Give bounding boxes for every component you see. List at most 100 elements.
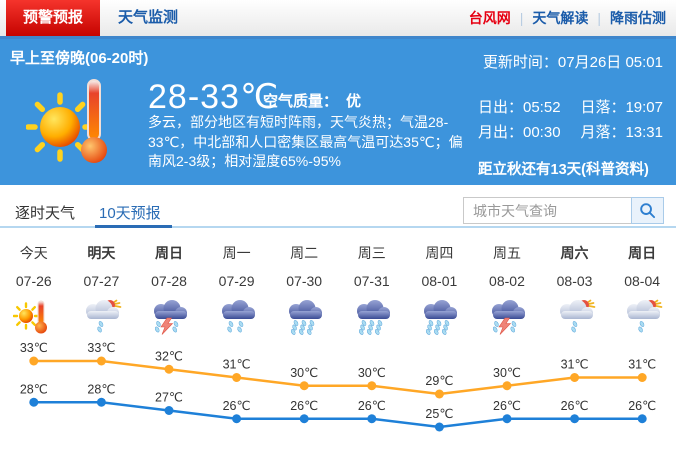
tab-weather-monitor[interactable]: 天气监测 [118,9,179,26]
day-weather-icon-cell [608,298,676,338]
temp-label: 29℃ [425,374,453,388]
temp-point [637,414,647,424]
nav-links: 台风网 | 天气解读 | 降雨估测 [469,0,666,36]
day-date: 07-30 [286,273,323,289]
day-names-row: 今天 明天 周日 周一 周二 周三 周四 周五 周六 周日 [0,243,676,263]
day-date: 08-04 [624,273,661,289]
sunrise-time: 日出：05:52 [478,99,561,116]
temperature-range: 28-33℃ [148,78,280,116]
temp-label: 32℃ [155,349,183,363]
temp-label: 31℃ [223,358,251,372]
forecast-description: 多云，部分地区有短时阵雨，天气炎热；气温28-33℃，中北部和人口密集区最高气温… [148,114,463,169]
day-date: 08-03 [556,273,593,289]
temp-point [96,397,106,407]
day-name: 周一 [222,245,251,261]
day-weather-icon-cell [203,298,271,338]
tab-hourly-weather[interactable]: 逐时天气 [15,205,76,222]
temp-point [164,406,174,415]
temp-line [33,401,643,429]
top-nav: 预警预报 天气监测 台风网 | 天气解读 | 降雨估测 [0,0,676,39]
day-weather-icon-cell [541,298,609,338]
day-date: 08-02 [489,273,525,289]
day-name: 周三 [357,245,386,261]
day-date: 07-31 [353,273,390,289]
link-typhoon-net[interactable]: 台风网 [468,10,511,26]
temp-point [367,381,377,391]
temp-label: 26℃ [223,399,251,413]
active-tab-underline [95,225,172,228]
search-icon [640,203,656,219]
city-weather-search-input[interactable] [463,197,632,224]
temp-point [29,356,39,366]
forecast-period-title: 早上至傍晚(06-20时) [10,50,149,67]
day-name: 周五 [492,245,521,261]
sun-shower-icon [559,299,595,333]
temp-point [232,414,242,424]
sun-thermometer-icon [12,300,47,334]
temp-label: 28℃ [20,382,48,396]
forecast-tab-bar: 逐时天气 10天预报 [0,195,676,228]
link-rainfall-estimate[interactable]: 降雨估测 [610,10,666,26]
hot-sun-thermometer-icon [25,75,118,175]
temp-point [637,373,647,382]
day-weather-icon-cell [135,298,203,338]
temp-point [232,373,242,382]
air-quality-label: 空气质量： [263,93,339,110]
sun-shower-icon [86,299,122,333]
tab-warning-forecast[interactable]: 预警预报 [6,0,101,36]
temp-label: 26℃ [290,399,318,413]
day-name: 今天 [19,245,48,261]
thunderstorm-icon [153,300,187,335]
heavy-rain-icon [289,300,323,335]
panel-right-column: 更新时间：07月26日 05:01 日出：05:52 日落：19:07 月出：0… [478,51,663,178]
temp-label: 27℃ [155,391,183,405]
nav-separator: | [519,10,524,26]
temp-label: 25℃ [425,407,453,421]
day-date: 07-29 [218,273,255,289]
air-quality: 空气质量： 优 [263,90,361,111]
temp-point [299,381,309,391]
moonrise-time: 月出：00:30 [478,124,561,141]
link-weather-interpretation[interactable]: 天气解读 [532,10,589,26]
autumn-countdown-link[interactable]: 距立秋还有13天(科普资料) [478,162,649,178]
search-button[interactable] [631,197,664,224]
moonset-time: 月落：13:31 [580,124,663,141]
weather-summary-panel: 早上至傍晚(06-20时) 28-33℃ 空气质量： 优 多云，部分地区有短时阵雨… [0,39,676,185]
temperature-trend-chart: 33℃ 33℃ 32℃ 31℃ 30℃ 30℃ 29℃ 30℃ 31℃ 31℃ 28℃ 28℃ 27℃ 2… [20,341,656,432]
heavy-rain-icon [424,300,458,335]
temp-point [164,364,174,374]
temp-point [367,414,377,424]
day-weather-icon-cell [0,298,68,338]
day-name: 周四 [425,245,454,261]
temp-label: 28℃ [87,382,115,396]
sun-shower-icon [627,299,663,333]
day-name: 明天 [87,245,116,261]
sunset-time: 日落：19:07 [580,99,663,116]
day-weather-icon-cell [473,298,541,338]
temp-point [502,414,512,424]
day-weather-icon-cell [68,298,136,338]
temp-label: 26℃ [628,399,656,413]
update-time: 更新时间：07月26日 05:01 [482,54,663,71]
day-date: 07-26 [15,273,52,289]
thunderstorm-icon [491,300,525,335]
temp-label: 30℃ [290,366,318,380]
temp-point [570,373,580,382]
temp-line [33,359,643,396]
temp-label: 30℃ [358,366,386,380]
nav-separator: | [597,10,601,26]
day-weather-icon-cell [270,298,338,338]
temp-label: 31℃ [561,358,589,372]
temp-point [434,422,444,432]
temp-label: 31℃ [628,358,656,372]
day-date: 08-01 [421,273,458,289]
temp-label: 30℃ [493,366,521,380]
temp-label: 26℃ [561,399,589,413]
day-name: 周二 [290,245,319,261]
temp-point [299,414,309,424]
day-date: 07-28 [151,273,187,289]
day-date: 07-27 [83,273,120,289]
rain-icon [221,300,255,333]
tab-ten-day-forecast[interactable]: 10天预报 [99,205,161,222]
temp-point [434,389,444,399]
